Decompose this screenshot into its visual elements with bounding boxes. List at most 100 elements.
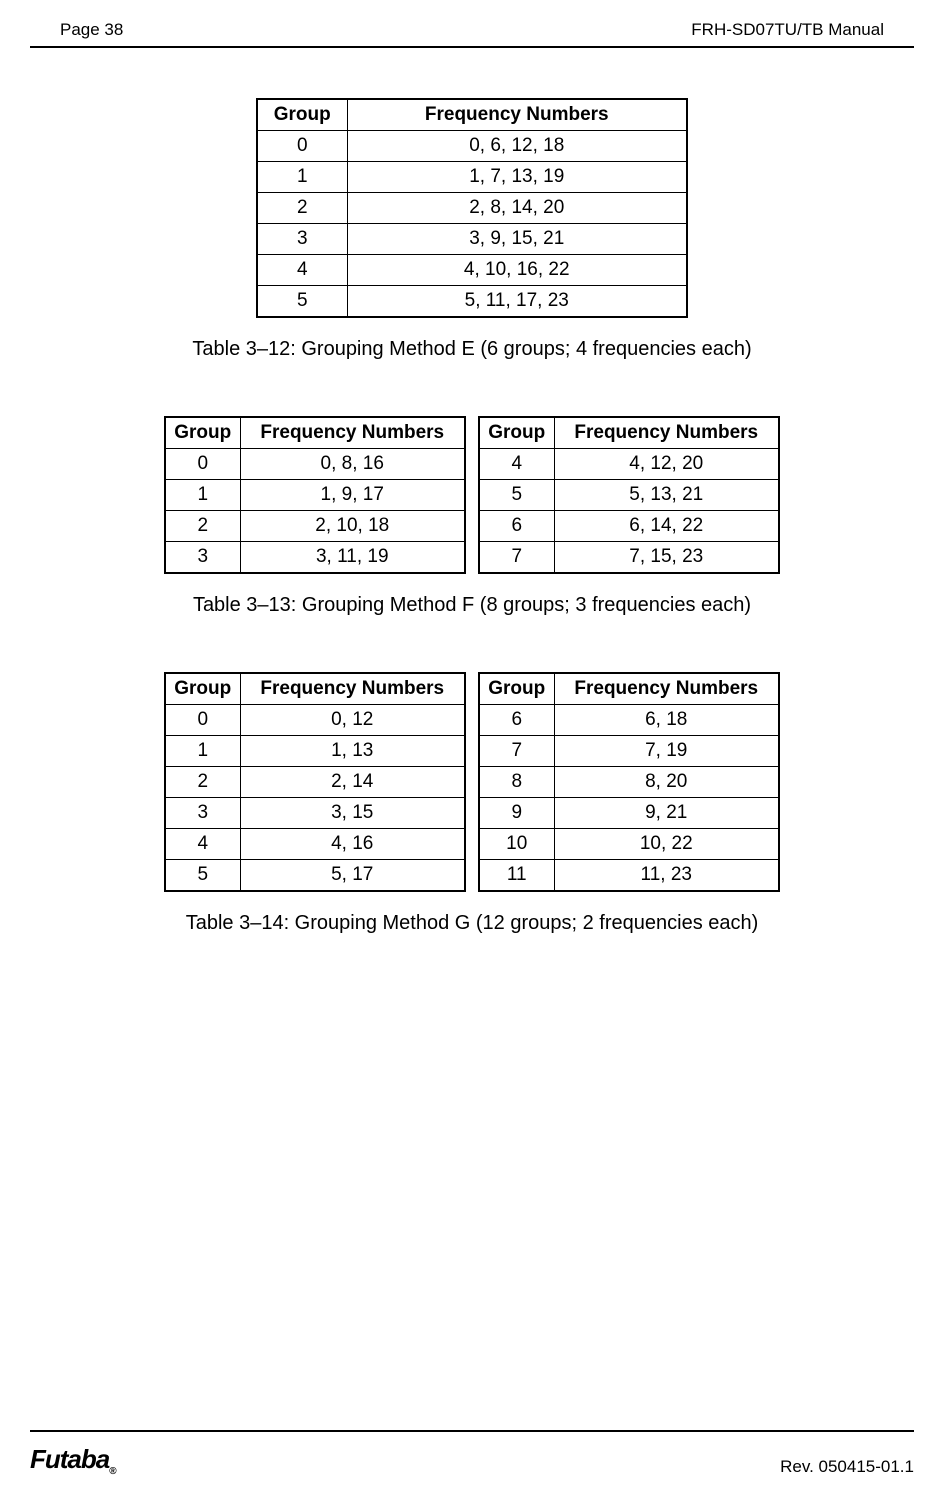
table-header: Group bbox=[165, 673, 240, 705]
table-header: Frequency Numbers bbox=[554, 417, 779, 449]
table-row: 22, 14 bbox=[165, 767, 465, 798]
table-row: 66, 14, 22 bbox=[479, 511, 779, 542]
table-header: Group bbox=[479, 417, 554, 449]
table-cell: 0, 6, 12, 18 bbox=[347, 131, 687, 162]
page-number: Page 38 bbox=[60, 20, 123, 40]
table-cell: 8 bbox=[479, 767, 554, 798]
table-cell: 0, 8, 16 bbox=[240, 449, 465, 480]
table-caption: Table 3–13: Grouping Method F (8 groups;… bbox=[30, 594, 914, 617]
table-cell: 6, 14, 22 bbox=[554, 511, 779, 542]
table-cell: 1, 7, 13, 19 bbox=[347, 162, 687, 193]
table-cell: 1, 13 bbox=[240, 736, 465, 767]
table-row: 33, 9, 15, 21 bbox=[257, 224, 687, 255]
table-cell: 10 bbox=[479, 829, 554, 860]
table-cell: 4, 16 bbox=[240, 829, 465, 860]
table-header: Frequency Numbers bbox=[240, 673, 465, 705]
table-cell: 5, 11, 17, 23 bbox=[347, 286, 687, 318]
table-cell: 9, 21 bbox=[554, 798, 779, 829]
table-row: 44, 12, 20 bbox=[479, 449, 779, 480]
table-cell: 2 bbox=[165, 511, 240, 542]
page-footer: Futaba® Rev. 050415-01.1 bbox=[30, 1430, 914, 1477]
table-row: 33, 15 bbox=[165, 798, 465, 829]
table-row: 00, 6, 12, 18 bbox=[257, 131, 687, 162]
table-cell: 1 bbox=[165, 480, 240, 511]
table-cell: 7, 15, 23 bbox=[554, 542, 779, 574]
table-cell: 6 bbox=[479, 511, 554, 542]
table-section-e: Group Frequency Numbers 00, 6, 12, 18 11… bbox=[30, 98, 914, 361]
table-cell: 4 bbox=[257, 255, 347, 286]
revision-number: Rev. 050415-01.1 bbox=[780, 1457, 914, 1477]
table-row: 1010, 22 bbox=[479, 829, 779, 860]
table-caption: Table 3–14: Grouping Method G (12 groups… bbox=[30, 912, 914, 935]
table-row: 55, 17 bbox=[165, 860, 465, 892]
table-caption: Table 3–12: Grouping Method E (6 groups;… bbox=[30, 338, 914, 361]
table-header: Frequency Numbers bbox=[554, 673, 779, 705]
table-row: 33, 11, 19 bbox=[165, 542, 465, 574]
table-cell: 3, 15 bbox=[240, 798, 465, 829]
table-row: 11, 7, 13, 19 bbox=[257, 162, 687, 193]
table-method-g-left: Group Frequency Numbers 00, 12 11, 13 22… bbox=[164, 672, 466, 892]
table-row: 88, 20 bbox=[479, 767, 779, 798]
table-header: Group bbox=[165, 417, 240, 449]
table-row: 00, 12 bbox=[165, 705, 465, 736]
table-method-f-left: Group Frequency Numbers 00, 8, 16 11, 9,… bbox=[164, 416, 466, 574]
table-cell: 1 bbox=[257, 162, 347, 193]
table-row: 66, 18 bbox=[479, 705, 779, 736]
table-cell: 4 bbox=[479, 449, 554, 480]
table-cell: 1 bbox=[165, 736, 240, 767]
manual-title: FRH-SD07TU/TB Manual bbox=[691, 20, 884, 40]
table-row: 1111, 23 bbox=[479, 860, 779, 892]
table-cell: 3, 11, 19 bbox=[240, 542, 465, 574]
table-row: 55, 11, 17, 23 bbox=[257, 286, 687, 318]
table-row: 44, 10, 16, 22 bbox=[257, 255, 687, 286]
page-header: Page 38 FRH-SD07TU/TB Manual bbox=[30, 0, 914, 48]
table-row: 22, 8, 14, 20 bbox=[257, 193, 687, 224]
table-cell: 5, 17 bbox=[240, 860, 465, 892]
page-content: Group Frequency Numbers 00, 6, 12, 18 11… bbox=[0, 48, 944, 935]
table-cell: 8, 20 bbox=[554, 767, 779, 798]
table-row: 00, 8, 16 bbox=[165, 449, 465, 480]
table-cell: 2, 8, 14, 20 bbox=[347, 193, 687, 224]
table-header: Frequency Numbers bbox=[347, 99, 687, 131]
table-section-g: Group Frequency Numbers 00, 12 11, 13 22… bbox=[30, 672, 914, 935]
table-cell: 11 bbox=[479, 860, 554, 892]
table-cell: 2 bbox=[165, 767, 240, 798]
table-cell: 5 bbox=[479, 480, 554, 511]
table-cell: 0 bbox=[165, 705, 240, 736]
table-cell: 1, 9, 17 bbox=[240, 480, 465, 511]
table-cell: 2, 14 bbox=[240, 767, 465, 798]
table-cell: 5 bbox=[257, 286, 347, 318]
table-method-e: Group Frequency Numbers 00, 6, 12, 18 11… bbox=[256, 98, 688, 318]
table-cell: 6, 18 bbox=[554, 705, 779, 736]
table-header: Frequency Numbers bbox=[240, 417, 465, 449]
table-cell: 0 bbox=[257, 131, 347, 162]
table-cell: 7, 19 bbox=[554, 736, 779, 767]
table-cell: 4, 10, 16, 22 bbox=[347, 255, 687, 286]
table-header: Group bbox=[257, 99, 347, 131]
table-row: 55, 13, 21 bbox=[479, 480, 779, 511]
table-row: 11, 9, 17 bbox=[165, 480, 465, 511]
table-cell: 0, 12 bbox=[240, 705, 465, 736]
table-cell: 3 bbox=[165, 542, 240, 574]
table-cell: 10, 22 bbox=[554, 829, 779, 860]
table-cell: 3, 9, 15, 21 bbox=[347, 224, 687, 255]
table-cell: 3 bbox=[257, 224, 347, 255]
table-row: 99, 21 bbox=[479, 798, 779, 829]
table-cell: 9 bbox=[479, 798, 554, 829]
table-cell: 6 bbox=[479, 705, 554, 736]
table-row: 44, 16 bbox=[165, 829, 465, 860]
table-header: Group bbox=[479, 673, 554, 705]
table-section-f: Group Frequency Numbers 00, 8, 16 11, 9,… bbox=[30, 416, 914, 617]
table-row: 77, 19 bbox=[479, 736, 779, 767]
table-method-g-right: Group Frequency Numbers 66, 18 77, 19 88… bbox=[478, 672, 780, 892]
logo: Futaba® bbox=[30, 1444, 116, 1477]
table-cell: 2 bbox=[257, 193, 347, 224]
table-cell: 4, 12, 20 bbox=[554, 449, 779, 480]
table-cell: 0 bbox=[165, 449, 240, 480]
table-cell: 5, 13, 21 bbox=[554, 480, 779, 511]
table-cell: 3 bbox=[165, 798, 240, 829]
table-row: 77, 15, 23 bbox=[479, 542, 779, 574]
table-cell: 2, 10, 18 bbox=[240, 511, 465, 542]
table-cell: 7 bbox=[479, 542, 554, 574]
table-cell: 11, 23 bbox=[554, 860, 779, 892]
